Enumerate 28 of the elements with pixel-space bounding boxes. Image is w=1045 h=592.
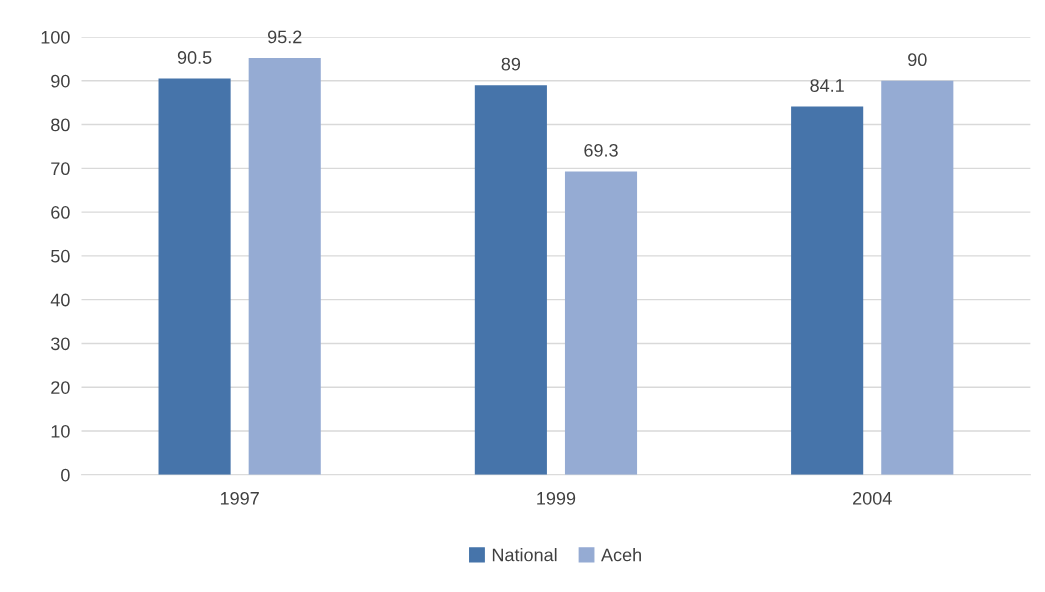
y-tick-label: 0 [61,468,70,482]
x-tick-label: 1999 [537,491,576,505]
data-label: 95.2 [268,30,302,44]
data-label: 69.3 [584,143,618,157]
x-tick-label: 1997 [220,491,259,505]
data-label: 84.1 [810,79,844,92]
x-tick-label: 2004 [853,491,892,505]
bar [248,58,321,475]
legend-label: Aceh [601,548,641,562]
y-tick-label: 20 [51,381,70,394]
y-tick-label: 100 [41,30,70,44]
y-tick-label: 80 [51,118,70,132]
y-tick-label: 40 [50,293,70,307]
y-tick-label: 10 [51,424,70,438]
bar [791,106,864,475]
legend-label: National [492,548,557,562]
data-label: 89 [501,57,521,71]
data-label: 90 [908,53,927,67]
bar [474,85,547,475]
y-tick-label: 30 [51,337,70,351]
y-tick-label: 90 [51,74,70,88]
y-tick-label: 70 [51,162,70,176]
data-label: 90.5 [177,51,212,64]
bar [881,80,954,475]
bar [158,78,231,475]
bar [564,171,638,475]
y-tick-label: 50 [51,249,70,263]
y-tick-label: 60 [51,206,70,219]
